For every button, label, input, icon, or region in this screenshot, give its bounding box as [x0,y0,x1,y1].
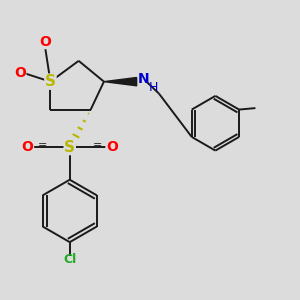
Polygon shape [104,77,136,86]
Text: N: N [138,72,150,86]
Text: O: O [39,34,51,49]
Text: O: O [106,140,118,154]
Text: S: S [45,74,56,89]
Text: Cl: Cl [63,253,76,266]
Text: =: = [92,140,102,151]
Text: H: H [148,81,158,94]
Text: O: O [14,66,26,80]
Text: =: = [38,140,47,151]
Text: S: S [64,140,75,154]
Text: O: O [22,140,34,154]
